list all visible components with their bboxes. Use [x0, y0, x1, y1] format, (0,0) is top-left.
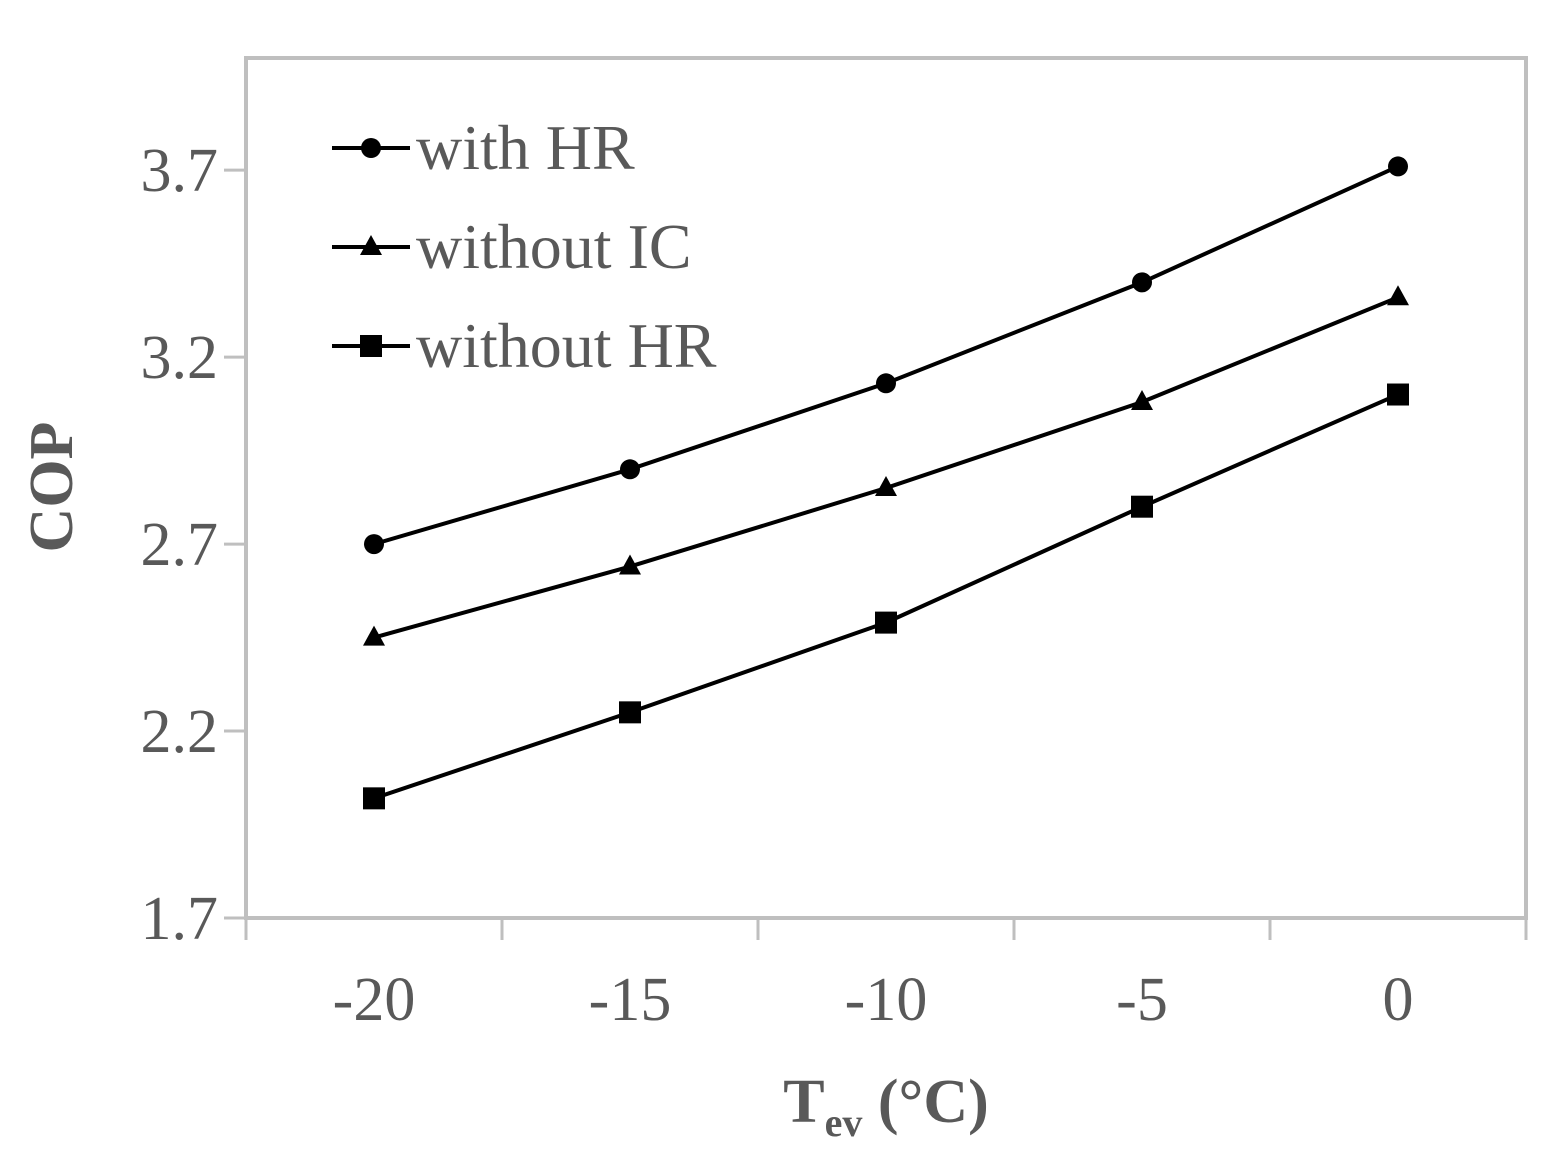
x-tick-label: -15 [589, 966, 672, 1034]
data-point [1131, 390, 1153, 410]
x-axis-title-suffix: (°C) [862, 1068, 988, 1136]
x-tick-label: 0 [1383, 966, 1414, 1034]
y-tick-label: 3.2 [141, 324, 219, 392]
y-axis-title: COP [18, 422, 86, 553]
x-axis-title-main: T [783, 1068, 824, 1136]
data-point [364, 534, 384, 555]
legend-item: with HR [332, 112, 635, 183]
data-point [1131, 495, 1153, 518]
series-square [363, 383, 1409, 810]
data-point [619, 554, 641, 575]
legend-label: with HR [416, 112, 635, 183]
data-point [875, 476, 897, 496]
y-tick-label: 1.7 [141, 885, 219, 953]
legend-marker [361, 138, 381, 158]
x-tick-label: -10 [845, 966, 928, 1034]
data-point [619, 701, 641, 724]
series-circle [364, 156, 1408, 555]
legend-item: without HR [332, 310, 717, 381]
x-tick-label: -5 [1116, 966, 1168, 1034]
data-point [363, 625, 385, 646]
x-tick-label: -20 [333, 966, 416, 1034]
data-point [363, 787, 385, 810]
legend-item: without IC [332, 211, 692, 282]
data-point [1132, 272, 1152, 293]
legend-label: without IC [416, 211, 692, 282]
data-point [876, 373, 896, 394]
y-tick-label: 2.2 [141, 698, 219, 766]
x-axis-title-subscript: ev [825, 1100, 863, 1145]
data-point [620, 459, 640, 480]
y-tick-label: 3.7 [141, 137, 219, 205]
data-point [1387, 383, 1409, 406]
y-tick-label: 2.7 [141, 511, 219, 579]
axes: 1.7 2.2 2.7 3.2 3.7 -20 -15 -10 -5 0 [141, 137, 1528, 1034]
x-axis-title: Tev (°C) [783, 1068, 989, 1145]
data-point [875, 611, 897, 634]
data-point [1387, 285, 1409, 306]
legend: with HR without IC without HR [332, 112, 717, 381]
series-triangle [363, 285, 1409, 646]
data-point [1388, 156, 1408, 177]
legend-marker [360, 235, 382, 255]
series-layer [363, 156, 1409, 810]
plot-frame [244, 56, 1528, 920]
legend-marker [360, 335, 382, 357]
legend-label: without HR [416, 310, 717, 381]
